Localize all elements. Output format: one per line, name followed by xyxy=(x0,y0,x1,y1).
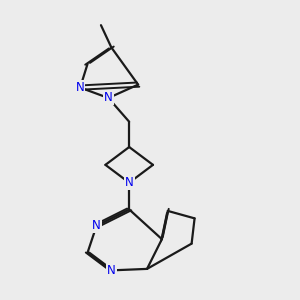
Text: N: N xyxy=(104,92,113,104)
Text: N: N xyxy=(92,219,101,232)
Text: N: N xyxy=(76,81,85,94)
Text: N: N xyxy=(125,176,134,189)
Text: N: N xyxy=(107,264,116,277)
